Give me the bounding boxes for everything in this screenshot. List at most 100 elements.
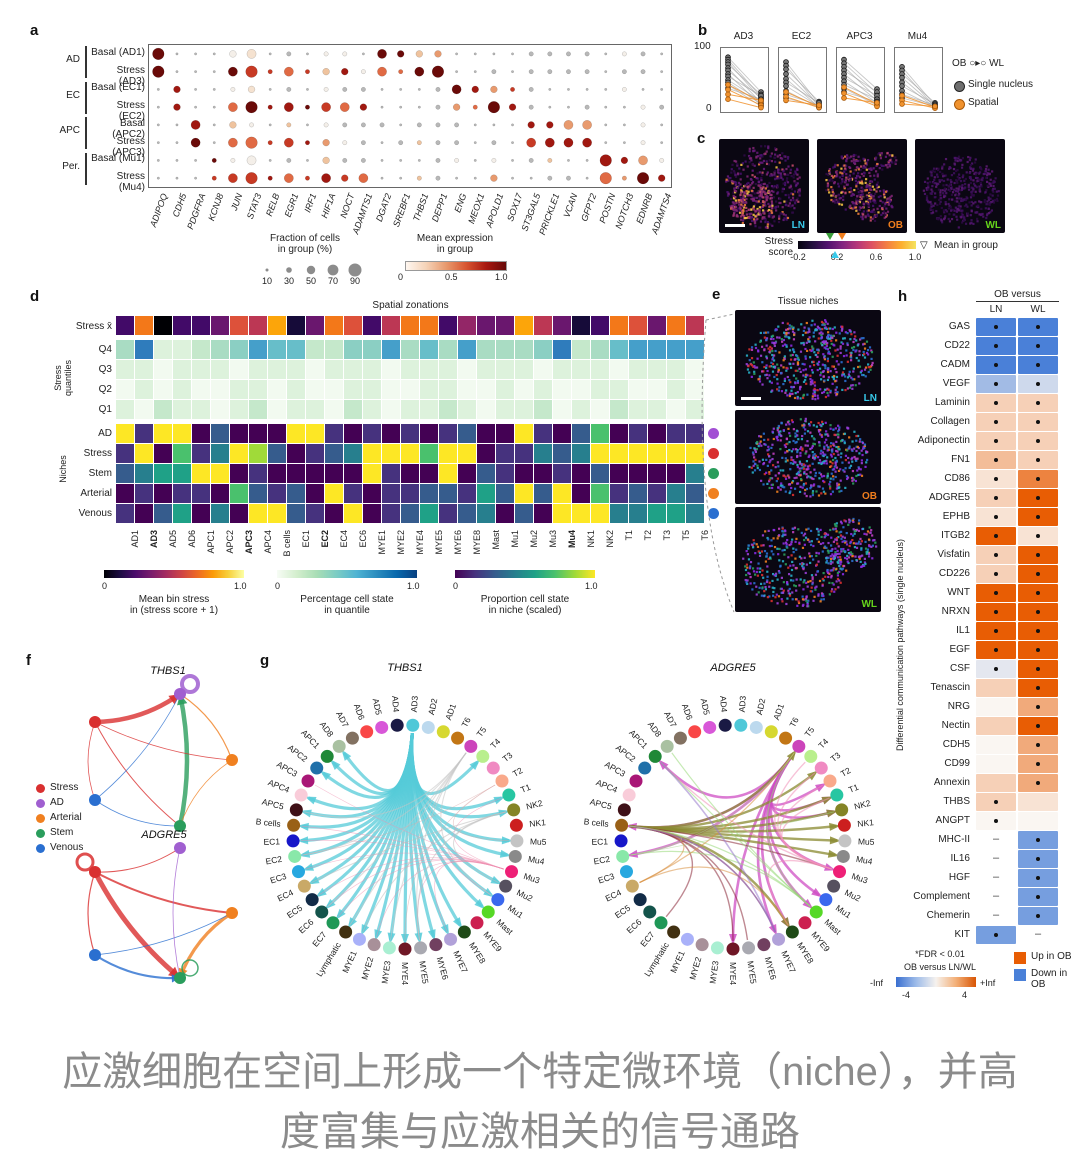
heat-cell	[344, 504, 362, 523]
speckle	[931, 190, 934, 193]
speckle	[869, 180, 872, 183]
speckle	[787, 474, 790, 477]
speckle	[811, 395, 814, 398]
speckle	[811, 450, 814, 454]
dot	[473, 70, 477, 74]
speckle	[805, 599, 808, 602]
speckle	[832, 428, 835, 431]
speckle	[961, 213, 964, 217]
speckle	[829, 560, 832, 563]
speckle	[826, 472, 829, 475]
speckle	[969, 156, 972, 159]
f-edge	[94, 912, 233, 956]
speckle	[796, 449, 799, 452]
speckle	[844, 486, 847, 490]
speckle	[852, 207, 855, 210]
h-significance-dot	[1036, 534, 1040, 538]
speckle	[769, 349, 772, 352]
speckle	[874, 201, 877, 205]
dot	[584, 69, 590, 75]
h-significance-dot	[1036, 591, 1040, 595]
h-cell	[1018, 888, 1058, 906]
speckle	[785, 200, 788, 203]
speckle	[944, 203, 947, 206]
speckle	[812, 347, 815, 350]
speckle	[935, 167, 938, 170]
speckle	[849, 355, 853, 358]
speckle	[826, 433, 829, 436]
speckle	[886, 166, 889, 169]
heat-cell	[458, 316, 476, 335]
dot	[339, 102, 350, 112]
dot	[175, 123, 179, 127]
speckle	[960, 187, 964, 190]
speckle	[801, 333, 805, 337]
speckle	[813, 458, 816, 461]
g-arrowhead	[829, 822, 841, 831]
speckle	[862, 196, 865, 199]
speckle	[797, 471, 801, 474]
heat-cell	[401, 360, 419, 379]
speckle	[830, 576, 833, 579]
heat-cell	[553, 464, 571, 483]
panel-a-label: a	[30, 22, 39, 39]
g-node-label: EC1	[263, 836, 280, 847]
heat-cell	[496, 464, 514, 483]
speckle	[796, 465, 799, 469]
speckle	[758, 184, 761, 188]
dot	[547, 51, 553, 57]
speckle	[840, 203, 844, 206]
speckle	[864, 181, 867, 184]
heat-cell	[325, 316, 343, 335]
speckle	[868, 526, 871, 529]
speckle	[866, 158, 870, 162]
speckle	[830, 536, 833, 539]
speckle	[868, 167, 871, 171]
speckle	[749, 183, 752, 187]
speckle	[834, 553, 837, 556]
speckle	[842, 354, 846, 358]
speckle	[772, 594, 775, 597]
dot	[582, 137, 592, 148]
speckle	[847, 175, 850, 179]
g-arrowhead	[469, 759, 481, 771]
speckle	[803, 538, 806, 542]
speckle	[770, 347, 773, 350]
speckle	[960, 185, 964, 188]
dot	[637, 172, 650, 185]
heat-cell	[515, 504, 533, 523]
speckle	[776, 547, 779, 550]
niche-dot-icon	[708, 468, 719, 479]
speckle	[857, 466, 860, 469]
speckle	[821, 370, 825, 373]
heat-cell	[344, 424, 362, 443]
speckle	[936, 182, 939, 185]
speckle	[844, 167, 847, 170]
f-edge	[94, 692, 182, 725]
speckle	[806, 476, 809, 479]
speckle	[841, 374, 844, 377]
speckle	[970, 210, 973, 213]
speckle	[753, 542, 756, 545]
speckle	[837, 200, 840, 203]
g-arrowhead	[768, 923, 777, 936]
dot	[566, 51, 571, 57]
speckle	[768, 461, 771, 464]
speckle	[726, 191, 729, 194]
speckle	[852, 157, 855, 160]
speckle	[725, 178, 728, 181]
speckle	[853, 169, 856, 172]
g-node	[779, 731, 793, 745]
dot	[435, 158, 441, 163]
speckle	[795, 199, 798, 202]
speckle	[759, 213, 762, 216]
speckle	[835, 445, 838, 449]
g-node	[382, 941, 396, 955]
speckle	[869, 365, 873, 368]
up-in-ob-label: Up in OB	[1031, 951, 1072, 962]
speckle	[986, 171, 989, 175]
heat-cell	[287, 424, 305, 443]
speckle	[980, 185, 983, 188]
speckle	[829, 569, 832, 572]
speckle	[784, 445, 787, 449]
